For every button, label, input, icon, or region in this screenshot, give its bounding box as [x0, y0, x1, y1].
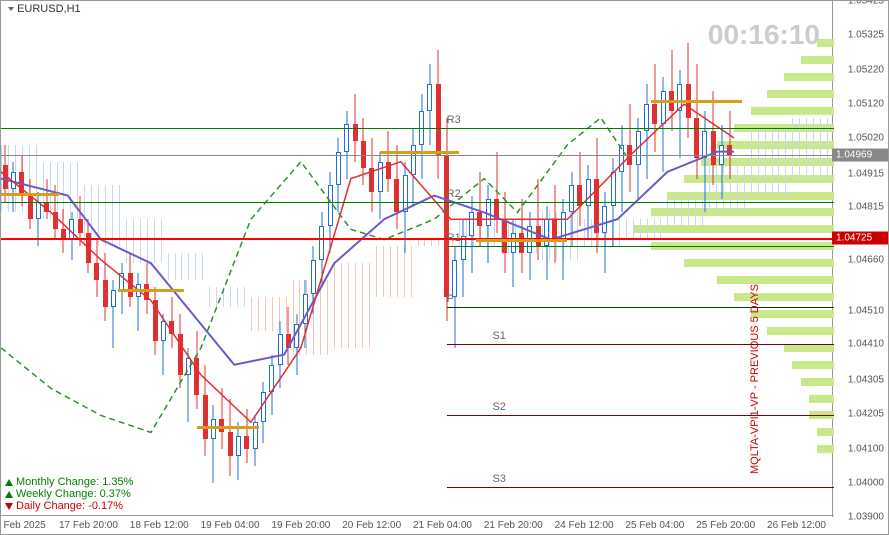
plot-area[interactable]: R3 R2 R1 P S1 S2 S3: [1, 1, 834, 517]
y-tick: 1.04660: [848, 254, 884, 265]
y-tick: 1.04305: [848, 374, 884, 385]
x-tick: 19 Feb 04:00: [201, 520, 260, 531]
pivot-label-R3: R3: [447, 114, 461, 126]
y-tick: 1.05425: [848, 0, 884, 7]
x-tick: 17 Feb 20:00: [59, 520, 118, 531]
price-label: 1.04969: [832, 149, 888, 162]
gold-level-bar: [118, 289, 185, 292]
y-axis: 1.05425 1.05325 1.05220 1.05120 1.05020 1.049…: [832, 1, 888, 517]
change-label: Monthly Change: 1.35%: [16, 476, 133, 488]
symbol-title[interactable]: EURUSD,H1: [5, 3, 81, 15]
dropdown-arrow-icon: [8, 7, 14, 11]
triangle-up-icon: [5, 479, 13, 486]
y-tick: 1.05220: [848, 65, 884, 76]
y-tick: 1.05020: [848, 133, 884, 144]
key-level-line: [1, 238, 834, 240]
pivot-line-S2: [447, 415, 834, 416]
change-row: Monthly Change: 1.35%: [5, 476, 133, 488]
gold-level-bar: [476, 239, 568, 242]
x-tick: 25 Feb 20:00: [696, 520, 755, 531]
pivot-line-R3: [1, 128, 834, 129]
y-tick: 1.04915: [848, 168, 884, 179]
price-label: 1.04725: [832, 231, 888, 244]
triangle-up-icon: [5, 491, 13, 498]
x-tick: 26 Feb 12:00: [767, 520, 826, 531]
x-tick: 25 Feb 04:00: [625, 520, 684, 531]
symbol-text: EURUSD,H1: [17, 3, 81, 15]
pivot-label-R1: R1: [447, 232, 461, 244]
volume-profile-label: MQLTA-VPI1-VP - PREVIOUS 5 DAYS: [749, 284, 761, 474]
x-tick: 17 Feb 2025: [0, 520, 46, 531]
y-tick: 1.04100: [848, 444, 884, 455]
change-label: Weekly Change: 0.37%: [16, 488, 131, 500]
pivot-label-R2: R2: [447, 188, 461, 200]
change-label: Daily Change: -0.17%: [16, 500, 123, 512]
gold-level-bar: [1, 193, 59, 196]
change-panel: Monthly Change: 1.35%Weekly Change: 0.37…: [5, 476, 133, 512]
y-tick: 1.04510: [848, 305, 884, 316]
countdown-timer: 00:16:10: [708, 19, 820, 51]
x-tick: 20 Feb 12:00: [342, 520, 401, 531]
change-row: Weekly Change: 0.37%: [5, 488, 133, 500]
pivot-line-S1: [447, 344, 834, 345]
y-tick: 1.04000: [848, 478, 884, 489]
x-tick: 19 Feb 20:00: [271, 520, 330, 531]
triangle-down-icon: [5, 503, 13, 510]
indicator-line: [1, 1, 834, 517]
x-tick: 24 Feb 12:00: [555, 520, 614, 531]
y-tick: 1.04205: [848, 408, 884, 419]
pivot-label-S1: S1: [492, 330, 505, 342]
y-tick: 1.03900: [848, 512, 884, 523]
change-row: Daily Change: -0.17%: [5, 500, 133, 512]
pivot-label-S2: S2: [492, 401, 505, 413]
pivot-line-R1: [447, 246, 834, 247]
pivot-label-P: P: [447, 293, 454, 305]
gold-level-bar: [380, 151, 459, 154]
current-price-line: [1, 155, 834, 156]
y-tick: 1.04815: [848, 202, 884, 213]
pivot-line-P: [447, 307, 834, 308]
pivot-label-S3: S3: [492, 473, 505, 485]
x-tick: 18 Feb 12:00: [130, 520, 189, 531]
pivot-line-R2: [1, 202, 834, 203]
x-tick: 21 Feb 04:00: [413, 520, 472, 531]
y-tick: 1.04410: [848, 339, 884, 350]
gold-level-bar: [197, 426, 259, 429]
y-tick: 1.05120: [848, 99, 884, 110]
pivot-line-S3: [447, 487, 834, 488]
x-tick: 21 Feb 20:00: [484, 520, 543, 531]
x-axis: 17 Feb 2025 17 Feb 20:00 18 Feb 12:00 19 Fe…: [1, 515, 834, 534]
gold-level-bar: [651, 100, 743, 103]
chart-container: EURUSD,H1 00:16:10 R3 R2 R1 P S1 S2 S3 1.05425…: [0, 0, 889, 535]
y-tick: 1.05325: [848, 29, 884, 40]
